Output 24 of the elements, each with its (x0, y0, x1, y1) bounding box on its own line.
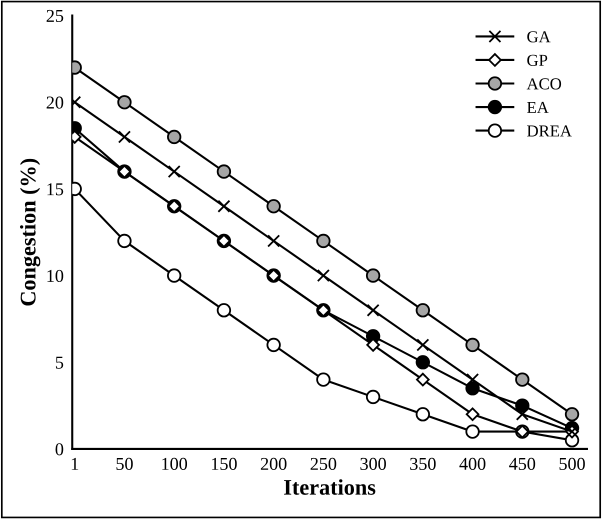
x-axis-title: Iterations (284, 479, 376, 495)
legend-label: EA (527, 102, 549, 113)
x-tick-label: 350 (410, 458, 436, 470)
legend-label: GP (527, 54, 548, 66)
x-tick-label: 450 (509, 458, 536, 470)
x-tick-label: 250 (310, 458, 336, 470)
y-tick-label: 15 (47, 183, 64, 196)
x-tick-label: 100 (162, 458, 188, 470)
x-tick-label: 1 (72, 458, 78, 470)
x-tick-label: 150 (212, 458, 237, 470)
y-tick-label: 20 (46, 96, 64, 109)
legend-label: GA (527, 31, 551, 42)
y-axis-title: Congestion (%) (20, 158, 40, 306)
y-tick-label: 5 (56, 356, 64, 369)
y-tick-label: 25 (46, 10, 64, 22)
y-tick-label: 0 (56, 443, 64, 456)
x-tick-label: 50 (116, 458, 133, 470)
x-tick-label: 300 (360, 458, 386, 470)
y-tick-label: 10 (47, 270, 64, 282)
legend-label: DREA (527, 125, 572, 136)
x-tick-label: 400 (459, 458, 486, 470)
legend-label: ACO (526, 78, 562, 90)
x-tick-label: 200 (260, 458, 286, 470)
x-tick-label: 500 (560, 458, 585, 470)
